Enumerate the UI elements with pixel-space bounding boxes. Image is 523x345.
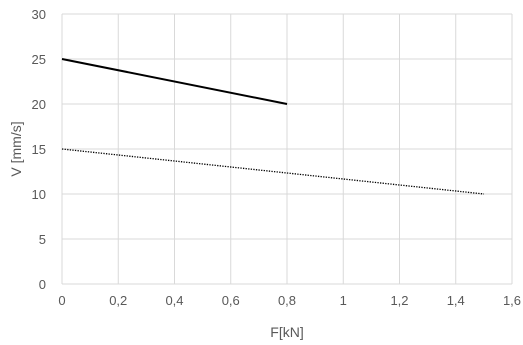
x-tick-label: 1,2 [390, 293, 408, 308]
x-tick-label: 0,8 [278, 293, 296, 308]
y-tick-label: 30 [32, 7, 46, 22]
y-tick-label: 10 [32, 187, 46, 202]
x-tick-label: 1,4 [447, 293, 465, 308]
y-tick-label: 20 [32, 97, 46, 112]
y-tick-label: 5 [39, 232, 46, 247]
x-axis: 0 0,2 0,4 0,6 0,8 1 1,2 1,4 1,6 [58, 293, 521, 308]
y-tick-label: 25 [32, 52, 46, 67]
x-tick-label: 1 [340, 293, 347, 308]
grid [62, 14, 512, 284]
x-tick-label: 0,2 [109, 293, 127, 308]
y-tick-label: 15 [32, 142, 46, 157]
y-axis: 0 5 10 15 20 25 30 [32, 7, 46, 292]
x-tick-label: 0,4 [165, 293, 183, 308]
x-tick-label: 1,6 [503, 293, 521, 308]
y-tick-label: 0 [39, 277, 46, 292]
y-axis-label: V [mm/s] [8, 121, 24, 176]
x-tick-label: 0 [58, 293, 65, 308]
x-axis-label: F[kN] [270, 324, 303, 340]
plot-area [62, 59, 484, 194]
x-tick-label: 0,6 [222, 293, 240, 308]
dotted-series-line [62, 149, 484, 194]
